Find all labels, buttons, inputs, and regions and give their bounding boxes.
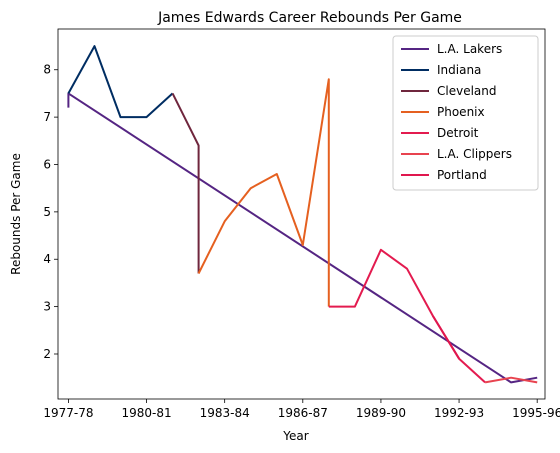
x-axis-label: Year [282, 429, 308, 443]
legend-label: Detroit [437, 126, 479, 140]
y-tick-label: 7 [43, 110, 51, 124]
legend-label: Indiana [437, 63, 481, 77]
series-line [197, 78, 330, 307]
x-tick-label: 1995-96 [512, 406, 560, 420]
x-axis: 1977-78 1980-81 1983-84 1986-87 1989-90 1992-… [43, 399, 560, 420]
series-line [484, 376, 538, 384]
series-line [171, 92, 200, 274]
y-axis-label: Rebounds Per Game [9, 153, 23, 275]
plot-area [57, 28, 546, 400]
legend: L.A. Lakers Indiana Cleveland Phoenix Detroi… [392, 35, 539, 191]
x-tick-label: 1992-93 [434, 406, 484, 420]
y-tick-label: 8 [43, 63, 51, 77]
series-line [328, 248, 486, 384]
y-tick-label: 5 [43, 205, 51, 219]
x-tick-label: 1986-87 [278, 406, 328, 420]
y-axis: 2 3 4 5 6 7 8 [43, 63, 58, 361]
series-lines [67, 45, 538, 384]
y-tick-label: 4 [43, 252, 51, 266]
y-tick-label: 3 [43, 300, 51, 314]
series-line [432, 315, 460, 360]
legend-label: L.A. Clippers [437, 147, 512, 161]
legend-box [392, 35, 539, 191]
x-tick-label: 1983-84 [200, 406, 250, 420]
legend-label: Phoenix [437, 105, 485, 119]
legend-label: L.A. Lakers [437, 42, 502, 56]
series-line [67, 45, 174, 119]
y-tick-label: 2 [43, 347, 51, 361]
x-tick-label: 1977-78 [43, 406, 93, 420]
x-tick-label: 1989-90 [356, 406, 406, 420]
x-tick-label: 1980-81 [121, 406, 171, 420]
chart-title: James Edwards Career Rebounds Per Game [157, 10, 462, 26]
y-tick-label: 6 [43, 157, 51, 171]
legend-label: Portland [437, 168, 487, 182]
legend-label: Cleveland [437, 84, 497, 98]
